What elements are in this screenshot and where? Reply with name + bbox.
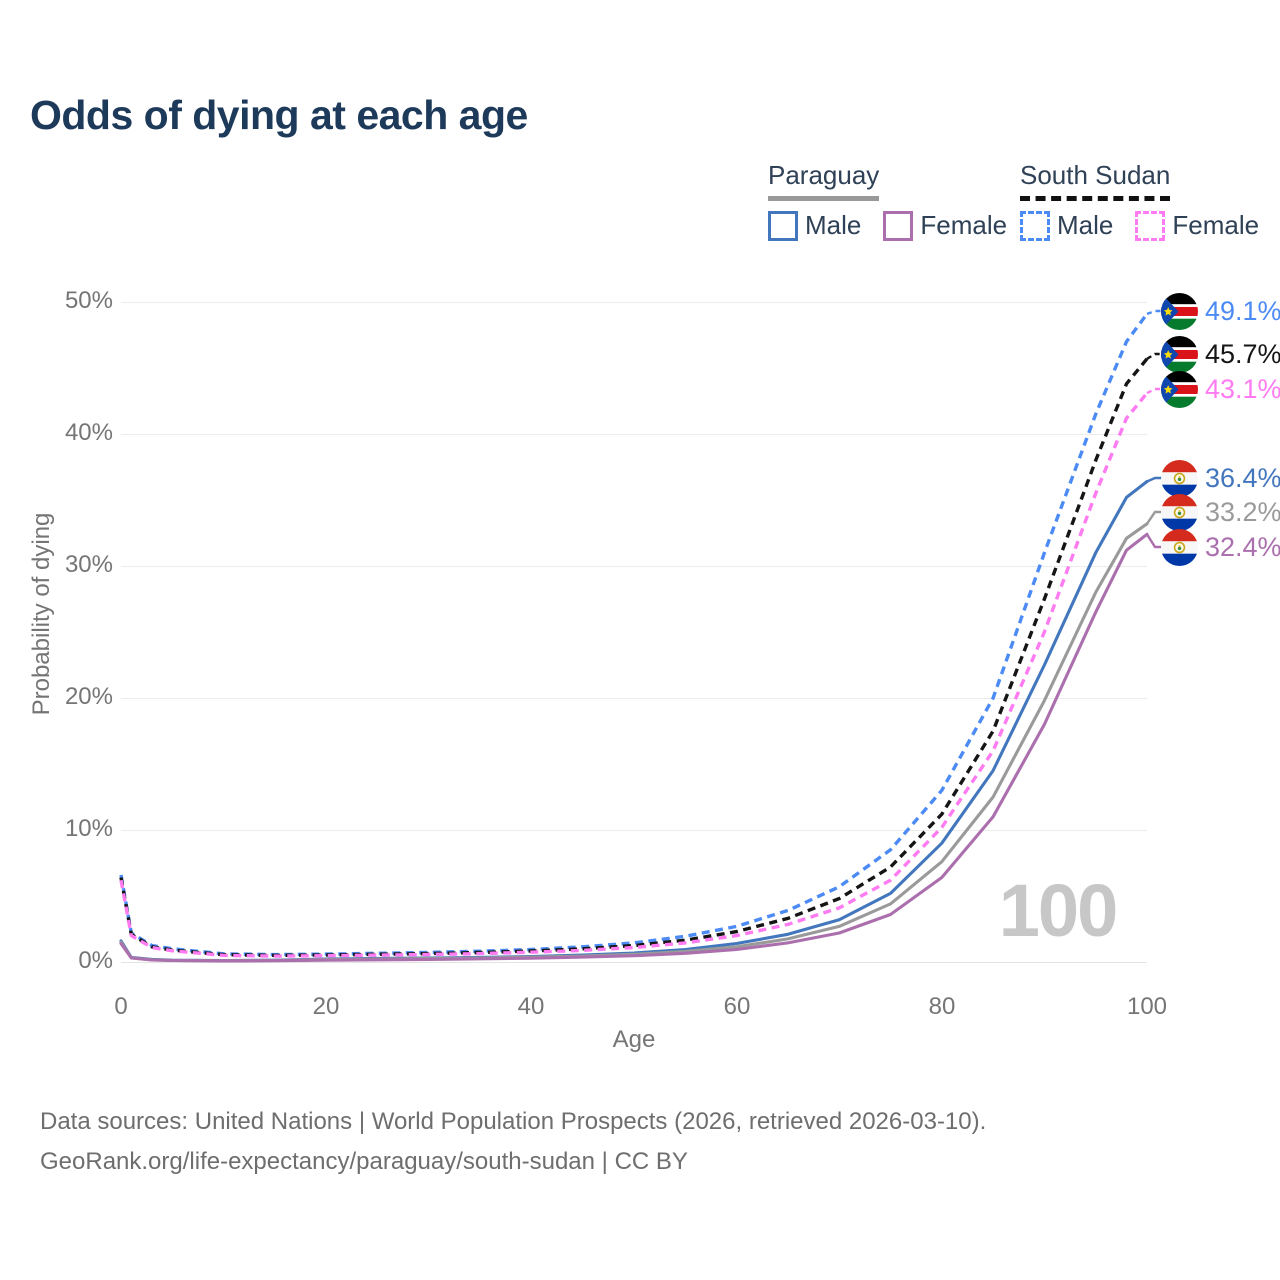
gridline-20pct [121, 698, 1147, 699]
end-label-south-sudan-male: 49.1% [1161, 292, 1280, 330]
end-value: 45.7% [1205, 338, 1280, 369]
end-label-south-sudan-both: 45.7% [1161, 335, 1280, 373]
x-tick-label: 40 [517, 993, 545, 1020]
end-label-south-sudan-female: 43.1% [1161, 370, 1280, 408]
paraguay-flag-icon [1161, 459, 1198, 497]
legend-item-label: Male [1057, 210, 1114, 240]
end-value: 43.1% [1205, 373, 1280, 404]
end-value: 32.4% [1205, 531, 1280, 562]
x-tick-label: 20 [312, 993, 340, 1020]
y-tick-label: 20% [64, 683, 113, 710]
paraguay-male-swatch-icon [768, 210, 798, 241]
legend-item-label: Male [805, 210, 862, 240]
legend-item-paraguay-male[interactable]: Male [768, 210, 861, 241]
legend-group-south-sudan: South Sudan Male Female [1020, 160, 1259, 241]
gridline-30pct [121, 566, 1147, 567]
gridline-10pct [121, 830, 1147, 831]
end-label-paraguay-male: 36.4% [1161, 459, 1280, 497]
x-tick-label: 100 [1126, 993, 1168, 1020]
south-sudan-flag-icon [1161, 370, 1198, 408]
x-tick-label: 60 [723, 993, 751, 1020]
series-line-south-sudan-both-sexes [119, 357, 1149, 958]
south-sudan-flag-icon [1161, 335, 1198, 373]
attribution-line: GeoRank.org/life-expectancy/paraguay/sou… [40, 1148, 688, 1175]
paraguay-flag-icon [1161, 528, 1198, 566]
y-tick-label: 50% [64, 287, 113, 314]
end-label-paraguay-female: 32.4% [1161, 528, 1280, 566]
y-axis-title: Probability of dying [28, 512, 55, 716]
y-tick-label: 0% [78, 947, 113, 974]
end-label-paraguay-both: 33.2% [1161, 493, 1280, 531]
end-value: 49.1% [1205, 295, 1280, 326]
y-tick-label: 30% [64, 551, 113, 578]
legend-country-paraguay[interactable]: Paraguay [768, 160, 880, 201]
legend-country-south-sudan[interactable]: South Sudan [1020, 160, 1171, 201]
data-source-line: Data sources: United Nations | World Pop… [40, 1108, 987, 1135]
legend-item-south-sudan-male[interactable]: Male [1020, 210, 1113, 241]
legend-item-label: Female [1172, 210, 1260, 240]
end-value: 33.2% [1205, 496, 1280, 527]
paraguay-female-swatch-icon [883, 210, 914, 241]
y-tick-label: 40% [64, 419, 113, 446]
age-watermark: 100 [998, 869, 1118, 952]
x-tick-label: 80 [928, 993, 956, 1020]
legend-item-paraguay-female[interactable]: Female [883, 210, 1007, 241]
paraguay-flag-icon [1161, 493, 1198, 531]
y-tick-label: 10% [64, 815, 113, 842]
legend-group-paraguay: Paraguay Male Female [768, 160, 1007, 241]
x-tick-label: 0 [114, 993, 128, 1020]
x-axis-title: Age [612, 1026, 656, 1053]
legend-item-label: Female [920, 210, 1008, 240]
south-sudan-flag-icon [1161, 292, 1198, 330]
south-sudan-female-swatch-icon [1135, 210, 1166, 241]
legend-item-south-sudan-female[interactable]: Female [1135, 210, 1259, 241]
gridline-50pct [121, 302, 1147, 303]
page-title: Odds of dying at each age [30, 92, 528, 138]
gridline-0pct [121, 962, 1147, 963]
end-value: 36.4% [1205, 462, 1280, 493]
gridline-40pct [121, 434, 1147, 435]
series-line-south-sudan-male [119, 312, 1149, 957]
south-sudan-male-swatch-icon [1020, 210, 1050, 241]
